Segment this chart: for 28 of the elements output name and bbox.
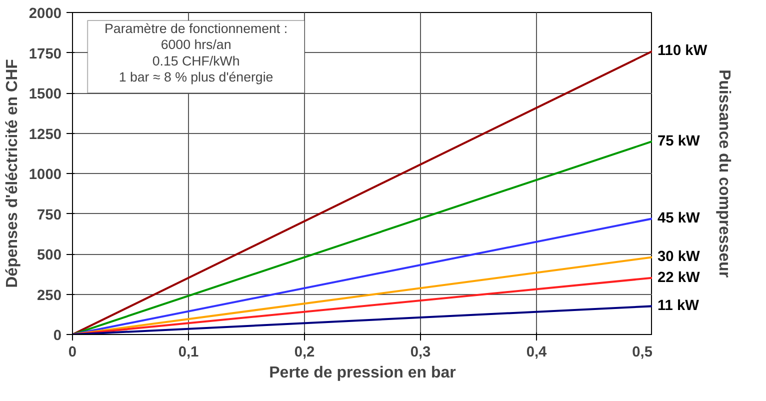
series-label: 22 kW [657, 270, 700, 286]
annotation: 0.15 CHF/kWh [152, 53, 240, 68]
y-tick-label: 1250 [28, 126, 62, 143]
y-tick-label: 750 [37, 207, 62, 224]
x-tick-label: 0,3 [410, 344, 431, 360]
y-axis-title: Dépenses d'éléctricité en CHF [4, 58, 21, 288]
annotation: Paramètre de fonctionnement : [104, 21, 288, 36]
y-tick-label: 1500 [28, 86, 62, 102]
y-tick-label: 2000 [28, 6, 62, 22]
y-tick-label: 500 [37, 248, 62, 264]
series-label: 75 kW [657, 133, 700, 150]
series-label: 45 kW [657, 210, 700, 227]
series-label: 11 kW [657, 298, 700, 314]
y-tick-label: 0 [53, 328, 62, 344]
y-tick-label: 1750 [28, 46, 62, 62]
annotation: 1 bar ≈ 8 % plus d'énergie [118, 69, 274, 84]
y-tick-label: 250 [37, 288, 62, 304]
x-tick-label: 0,4 [526, 344, 548, 360]
series-label: 30 kW [657, 249, 700, 266]
x-axis-title: Perte de pression en bar [269, 364, 456, 382]
x-tick-label: 0,1 [178, 344, 199, 360]
x-tick-label: 0,2 [294, 344, 315, 360]
y-tick-label: 1000 [28, 167, 62, 183]
annotation: 6000 hrs/an [160, 37, 232, 52]
series-label: 110 kW [657, 43, 708, 60]
x-tick-label: 0,5 [632, 344, 652, 360]
y2-axis-title: Puissance du compresseur [716, 69, 732, 278]
x-tick-label: 0 [68, 344, 77, 360]
